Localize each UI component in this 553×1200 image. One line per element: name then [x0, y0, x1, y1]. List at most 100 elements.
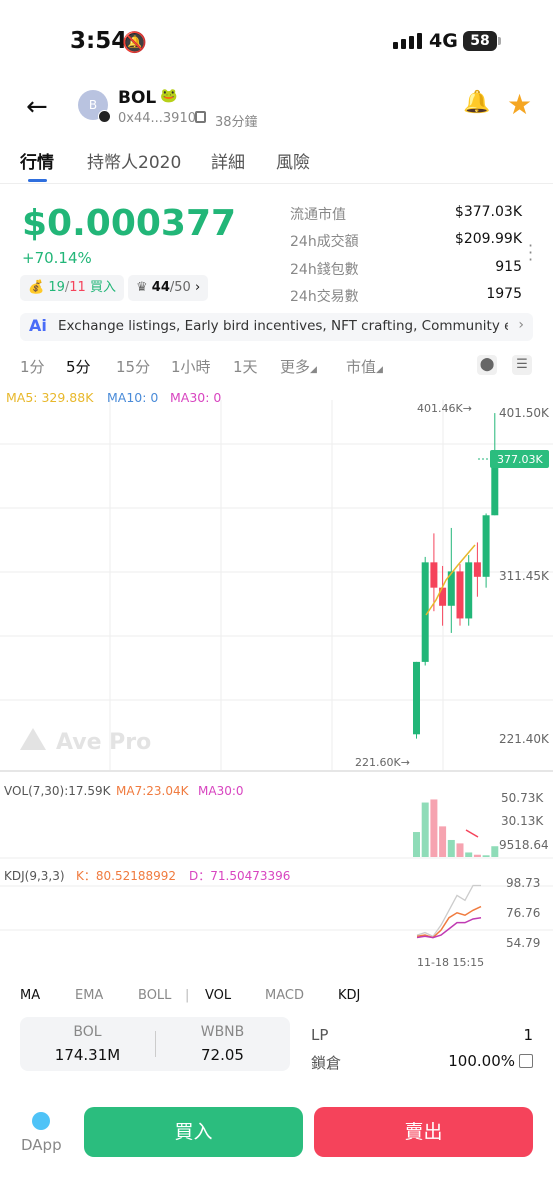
stat-label: 流通市值 [290, 207, 346, 223]
kdj-d-legend: D：71.50473396 [189, 869, 290, 883]
volume-bar [491, 846, 499, 857]
ma5-line [425, 544, 476, 616]
volume-bar [473, 854, 481, 857]
indicator-vol[interactable]: VOL [205, 988, 232, 1003]
ma5-legend: MA5: 329.88K [6, 390, 94, 405]
chevron-right-icon: › [518, 317, 524, 333]
stat-label: 24h交易數 [290, 289, 359, 305]
watermark: Ave Pro [20, 728, 151, 755]
pair-quote-value: 72.05 [201, 1046, 244, 1064]
indicator-macd[interactable]: MACD [265, 988, 304, 1003]
holders-pill[interactable]: ♛ 44/50 › [128, 275, 209, 301]
copy-icon[interactable] [195, 111, 206, 123]
candle [491, 457, 499, 516]
vol-legend: VOL(7,30):17.59K [4, 784, 112, 798]
sell-count: 11 [69, 280, 86, 295]
token-header: ← B BOL 🐸 0x44...3910 38分鐘 🔔 ★ [0, 82, 553, 132]
price-chart[interactable]: Ave Pro 401.46K→ 221.60K→ 401.50K 311.45… [0, 400, 553, 975]
indicator-settings-icon[interactable]: ⬤ [477, 355, 497, 375]
trades-pill[interactable]: 💰 19/11 買入 [20, 275, 124, 301]
candle [473, 562, 481, 577]
buy-label: 買入 [89, 280, 116, 295]
volume-bar [413, 832, 420, 857]
stat-value: 915 [495, 259, 522, 275]
network-type: 4G [429, 30, 458, 52]
timeframe-5m[interactable]: 5分 [66, 358, 91, 376]
status-bar: 3:54 🔕 4G 58 [0, 0, 553, 80]
dapp-label[interactable]: DApp [21, 1136, 62, 1154]
signal-icon [393, 33, 422, 49]
timeframe-more[interactable]: 更多◢ [280, 356, 317, 377]
stat-value: 1975 [486, 286, 522, 302]
silent-icon: 🔕 [122, 30, 147, 54]
y-tick: 221.40K [499, 732, 550, 746]
low-price-label: 221.60K→ [355, 756, 410, 769]
kdj-k-line [416, 905, 482, 939]
tab-details[interactable]: 詳細 [211, 153, 245, 173]
crown-icon: ♛ [136, 280, 148, 295]
volume-bar [447, 839, 455, 857]
chart-settings-icon[interactable]: ☰ [512, 355, 532, 375]
tab-holders[interactable]: 持幣人2020 [87, 153, 182, 173]
frog-badge-icon: 🐸 [160, 88, 178, 104]
ave-logo-icon [20, 728, 46, 750]
ai-summary-banner[interactable]: Ai Exchange listings, Early bird incenti… [20, 313, 533, 341]
battery-icon: 58 [463, 31, 501, 51]
favorite-star-icon[interactable]: ★ [507, 88, 533, 121]
status-time: 3:54 [70, 28, 128, 54]
more-label: 更多 [280, 358, 311, 376]
dapp-icon[interactable] [32, 1112, 50, 1130]
dropdown-icon: ◢ [310, 365, 317, 375]
market-cap-toggle[interactable]: 市值◢ [346, 356, 383, 377]
contract-address: 0x44...3910 [118, 111, 196, 126]
external-link-icon[interactable] [519, 1054, 533, 1068]
vol-ma7-line [465, 829, 479, 838]
lp-label: LP [311, 1026, 329, 1044]
candle [482, 515, 490, 577]
stat-value: $377.03K [454, 204, 522, 220]
vol-ma30-legend: MA30:0 [198, 784, 244, 798]
candles [413, 413, 499, 739]
y-tick: 401.50K [499, 406, 550, 420]
buy-count: 19 [48, 280, 65, 295]
candle [439, 587, 447, 606]
timeframe-15m[interactable]: 15分 [116, 358, 151, 376]
candle [430, 562, 438, 588]
chevron-right-icon: › [194, 280, 201, 295]
kdj-y-tick: 54.79 [506, 936, 540, 950]
chain-badge-icon [98, 110, 111, 123]
more-vertical-icon[interactable]: · · · [528, 236, 534, 269]
current-price: $0.000377 [22, 203, 237, 244]
current-price-tag-text: 377.03K [497, 453, 543, 466]
timeframe-1h[interactable]: 1小時 [171, 358, 211, 376]
timeframe-1d[interactable]: 1天 [233, 358, 258, 376]
sell-button[interactable]: 賣出 [314, 1107, 533, 1157]
volume-bar [482, 855, 490, 857]
indicator-ma[interactable]: MA [20, 988, 41, 1003]
pair-divider [155, 1031, 156, 1057]
indicator-boll[interactable]: BOLL [138, 988, 172, 1003]
back-arrow-icon[interactable]: ← [26, 92, 48, 122]
stat-label: 24h錢包數 [290, 262, 359, 278]
stat-label: 24h成交額 [290, 234, 359, 250]
volume-bar [421, 802, 429, 857]
volume-bars [413, 799, 499, 857]
lp-value: 1 [523, 1026, 533, 1044]
alert-bell-icon[interactable]: 🔔 [463, 90, 491, 115]
candle [447, 571, 455, 606]
pair-base-label: BOL [73, 1024, 102, 1040]
high-price-label: 401.46K→ [417, 402, 472, 415]
token-symbol: BOL [118, 88, 157, 108]
candle [465, 562, 473, 619]
kdj-j-line [416, 884, 481, 938]
indicator-ema[interactable]: EMA [75, 988, 104, 1003]
kdj-y-tick: 76.76 [506, 906, 540, 920]
token-avatar: B [78, 90, 111, 123]
indicator-kdj[interactable]: KDJ [338, 988, 361, 1003]
timeframe-1m[interactable]: 1分 [20, 358, 45, 376]
tab-risk[interactable]: 風險 [276, 153, 310, 173]
active-tab-indicator [28, 179, 47, 182]
buy-button[interactable]: 買入 [84, 1107, 303, 1157]
tab-market[interactable]: 行情 [20, 153, 54, 173]
